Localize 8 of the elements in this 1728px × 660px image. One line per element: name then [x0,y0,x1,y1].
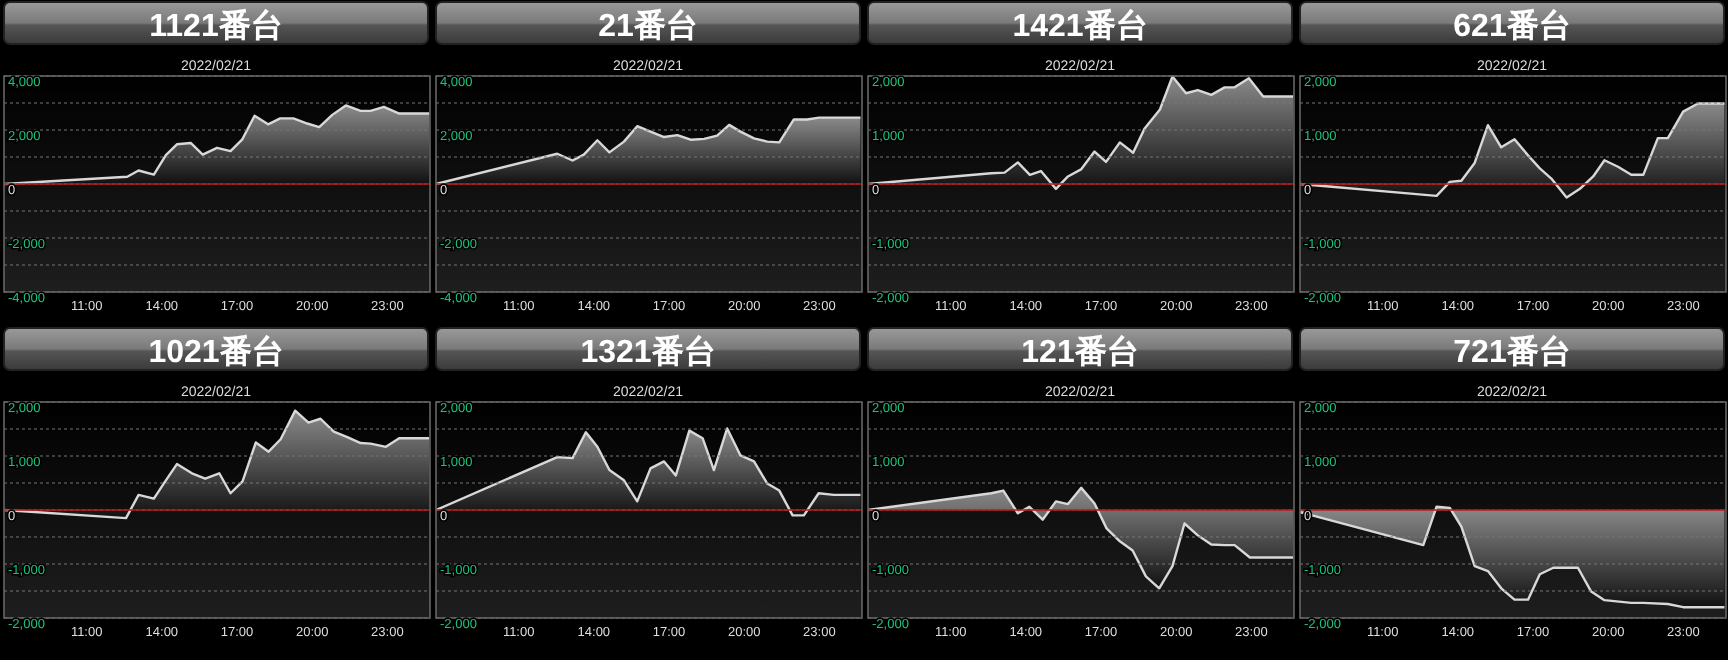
chart-title: 1021番台 [148,334,284,370]
chart-title: 121番台 [1021,334,1139,370]
chart-title: 1421番台 [1012,8,1148,44]
chart-title: 721番台 [1453,334,1571,370]
chart-title: 21番台 [598,8,698,44]
chart-title: 1321番台 [580,334,716,370]
chart-title: 621番台 [1453,8,1571,44]
chart-title: 1121番台 [149,8,283,44]
